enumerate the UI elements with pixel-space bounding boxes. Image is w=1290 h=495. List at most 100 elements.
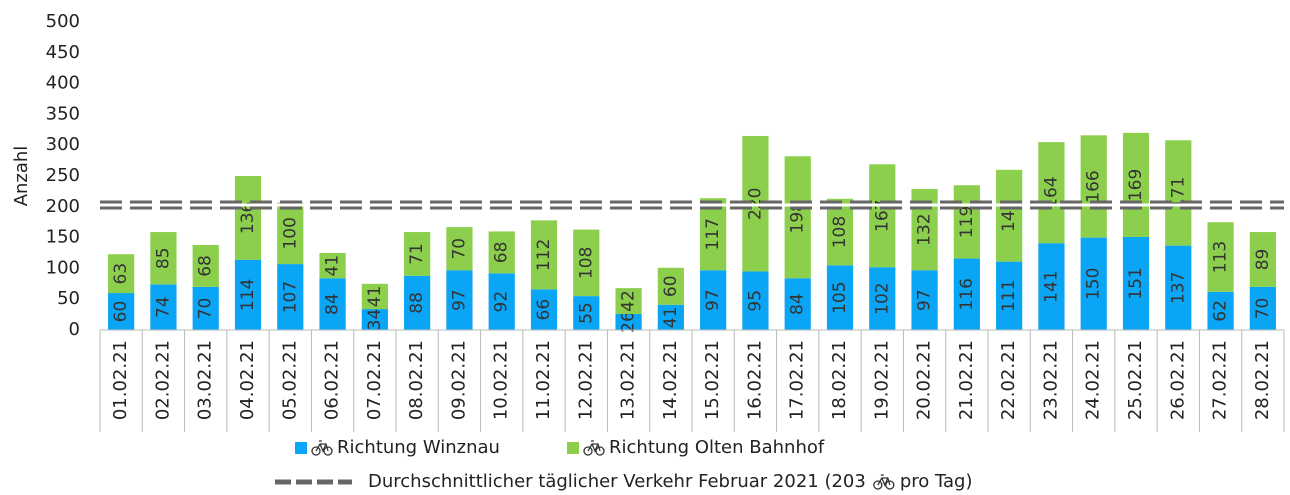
x-tick-label: 08.02.21 <box>406 340 427 420</box>
value-label: 114 <box>238 279 258 311</box>
legend-label: Richtung Winznau <box>337 437 500 458</box>
value-label: 105 <box>830 281 850 313</box>
bike-wheel <box>311 446 321 456</box>
bar-segment <box>404 232 431 276</box>
value-label: 92 <box>492 291 512 313</box>
value-label: 107 <box>280 281 300 313</box>
bar-segment <box>784 278 811 330</box>
bar-segment <box>361 309 388 330</box>
value-label: 70 <box>196 298 216 320</box>
bar-segment <box>530 220 558 290</box>
value-label: 108 <box>576 247 596 279</box>
bar-segment <box>1080 237 1107 330</box>
x-tick-label: 19.02.21 <box>871 340 892 420</box>
value-label: 41 <box>323 255 343 277</box>
x-tick-label: 24.02.21 <box>1083 340 1104 420</box>
bar-segment <box>319 278 346 330</box>
value-label: 116 <box>957 278 977 310</box>
bike-frame <box>587 440 601 453</box>
bar-segment <box>488 231 515 274</box>
value-label: 70 <box>449 238 469 260</box>
y-tick-label: 300 <box>46 134 80 155</box>
value-label: 100 <box>280 217 300 249</box>
bar-segment <box>1249 232 1276 287</box>
bar-segment <box>1122 132 1150 237</box>
value-label: 34 <box>365 309 385 331</box>
value-label: 97 <box>449 289 469 311</box>
y-tick-label: 200 <box>46 196 80 217</box>
value-label: 166 <box>1084 170 1104 202</box>
bar-segment <box>277 202 304 265</box>
value-label: 117 <box>703 218 723 250</box>
value-label: 113 <box>1211 241 1231 273</box>
x-tick-label: 01.02.21 <box>110 340 131 420</box>
value-label: 74 <box>153 296 173 318</box>
value-label: 84 <box>323 293 343 315</box>
x-tick-label: 05.02.21 <box>279 340 300 420</box>
legend-swatch <box>295 442 307 454</box>
x-tick-label: 22.02.21 <box>998 340 1019 420</box>
bar-segment <box>1122 236 1150 330</box>
x-tick-label: 06.02.21 <box>322 340 343 420</box>
value-label: 151 <box>1126 267 1146 299</box>
legend-label: pro Tag) <box>900 471 973 492</box>
bar-segment <box>784 156 811 279</box>
bike-icon <box>873 474 895 490</box>
bar-segment <box>869 267 896 330</box>
bike-wheel <box>323 446 333 456</box>
x-tick-label: 20.02.21 <box>914 340 935 420</box>
x-tick-label: 11.02.21 <box>533 340 554 420</box>
value-label: 89 <box>1253 249 1273 271</box>
bar-segment <box>1207 291 1234 330</box>
bar-segment <box>826 198 854 266</box>
value-label: 60 <box>111 301 131 323</box>
value-label: 68 <box>196 255 216 277</box>
bar-segment <box>700 270 727 330</box>
bar-segment <box>573 229 600 297</box>
bar-segment <box>1249 286 1276 330</box>
value-label: 150 <box>1084 268 1104 300</box>
bar-segment <box>108 293 135 330</box>
bar-segment <box>192 286 219 330</box>
value-label: 111 <box>999 280 1019 312</box>
bar-segment <box>488 273 515 330</box>
x-tick-label: 16.02.21 <box>744 340 765 420</box>
value-label: 95 <box>745 290 765 312</box>
y-axis-label: Anzahl <box>11 146 32 207</box>
bar-segment <box>953 185 980 259</box>
y-tick-label: 500 <box>46 11 80 32</box>
value-label: 68 <box>492 242 512 264</box>
x-tick-label: 27.02.21 <box>1210 340 1231 420</box>
bar-segment <box>446 227 473 271</box>
legend-swatch <box>567 442 579 454</box>
bar-segment <box>404 275 431 330</box>
value-label: 112 <box>534 239 554 271</box>
value-label: 88 <box>407 292 427 314</box>
bike-frame <box>877 474 891 487</box>
bar-segment <box>615 313 642 330</box>
bar-segment <box>361 283 388 310</box>
bike-wheel <box>583 446 593 456</box>
x-tick-label: 26.02.21 <box>1167 340 1188 420</box>
bar-segment <box>742 271 769 330</box>
x-tick-label: 28.02.21 <box>1252 340 1273 420</box>
value-label: 132 <box>915 213 935 245</box>
bar-segment <box>234 259 262 330</box>
x-tick-label: 13.02.21 <box>618 340 639 420</box>
value-label: 26 <box>619 311 639 333</box>
x-tick-label: 17.02.21 <box>787 340 808 420</box>
bar-segment <box>530 289 558 330</box>
value-label: 102 <box>872 282 892 314</box>
value-label: 84 <box>788 293 808 315</box>
value-label: 85 <box>153 247 173 269</box>
legend-label: Durchschnittlicher täglicher Verkehr Feb… <box>368 471 866 492</box>
bar-segment <box>1165 140 1192 246</box>
bike-wheel <box>873 480 883 490</box>
x-tick-label: 12.02.21 <box>575 340 596 420</box>
bar-segment <box>615 288 642 314</box>
value-label: 60 <box>661 275 681 297</box>
bar-segment <box>192 244 219 287</box>
bar-segment <box>911 270 938 330</box>
bike-wheel <box>595 446 605 456</box>
value-label: 55 <box>576 302 596 324</box>
